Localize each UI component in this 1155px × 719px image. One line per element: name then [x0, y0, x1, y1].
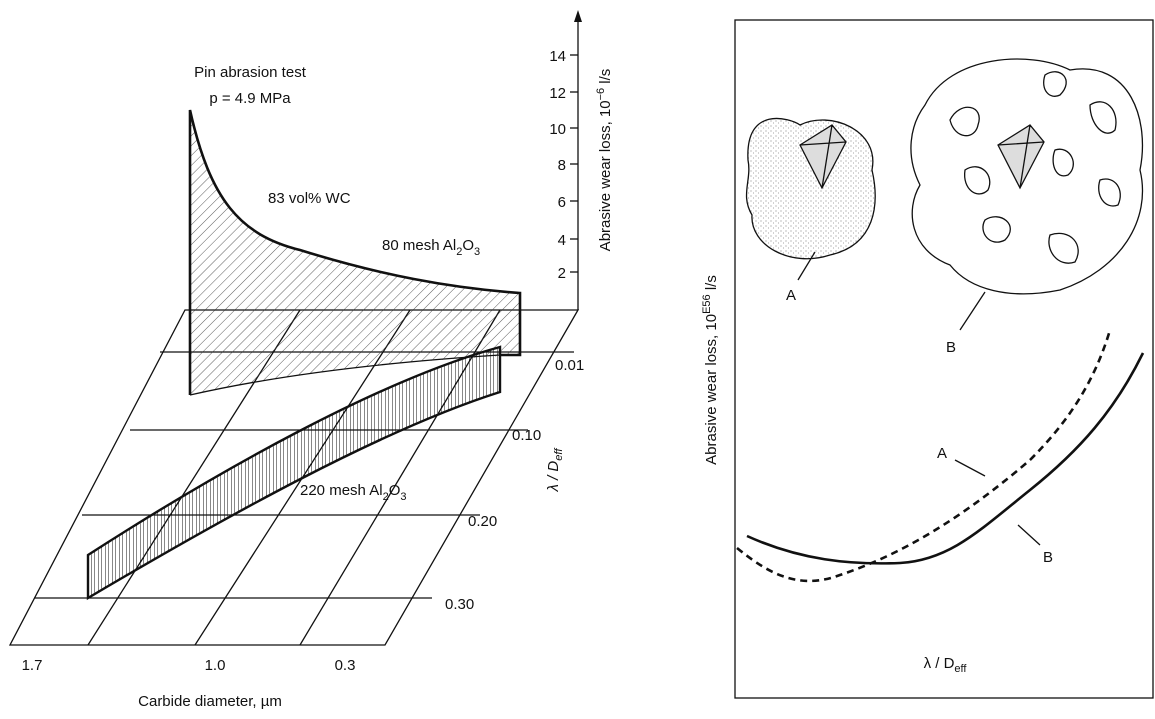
text: 220 mesh Al: [300, 482, 383, 499]
microstructure-a: [745, 117, 876, 260]
superscript: E56: [701, 294, 713, 314]
tick-label: 10: [549, 121, 566, 138]
label: B: [1043, 549, 1053, 566]
leader: [1017, 524, 1041, 546]
indenter: [799, 124, 847, 190]
leader: [959, 291, 986, 331]
coarse-abrasive-outline: [188, 109, 522, 395]
text: l/s: [703, 275, 720, 294]
annotation: 80 mesh Al2O3: [382, 237, 480, 258]
axis-label: Abrasive wear loss, 10E56 l/s: [701, 275, 720, 465]
label: A: [786, 287, 796, 304]
annotation: 83 vol% WC: [268, 190, 351, 207]
axis-label: λ / Deff: [924, 655, 968, 675]
curve-a: [736, 329, 1112, 583]
axis-label: Carbide diameter, µm: [138, 693, 282, 710]
curve-b: [746, 352, 1145, 565]
tick-label: 0.20: [468, 513, 497, 530]
superscript: −6: [595, 88, 607, 101]
subscript: 2: [456, 246, 462, 258]
axis-label: Abrasive wear loss, 10−6 l/s: [595, 69, 614, 252]
text: O: [462, 237, 474, 254]
text: λ / D: [924, 655, 955, 672]
text: O: [389, 482, 401, 499]
tick-label: 0.01: [555, 357, 584, 374]
indenter: [997, 124, 1045, 190]
carbide-particles: [949, 71, 1121, 264]
plot-frame: [734, 19, 1154, 699]
tick-label: 12: [549, 85, 566, 102]
text: Abrasive wear loss, 10: [597, 100, 614, 251]
tick-label: 1.0: [205, 657, 226, 674]
tick-label: 0.30: [445, 596, 474, 613]
tick-label: 0.3: [335, 657, 356, 674]
fine-abrasive-band: [86, 345, 502, 601]
subscript: eff: [954, 663, 967, 675]
subscript: 2: [383, 491, 389, 503]
subscript: 3: [474, 246, 480, 258]
text: 80 mesh Al: [382, 237, 456, 254]
label: A: [937, 445, 947, 462]
coarse-abrasive-surface: [190, 110, 520, 395]
vertical-axis: [570, 10, 582, 310]
annotation: p = 4.9 MPa: [209, 90, 291, 107]
subscript: eff: [553, 448, 565, 461]
label: B: [946, 339, 956, 356]
tick-label: 1.7: [22, 657, 43, 674]
axis-label: λ / Deff: [545, 448, 565, 493]
annotation: 220 mesh Al2O3: [300, 482, 406, 503]
leader: [797, 251, 816, 281]
tick-label: 8: [558, 157, 566, 174]
leader: [954, 459, 986, 477]
tick-label: 0.10: [512, 427, 541, 444]
tick-label: 2: [558, 265, 566, 282]
tick-label: 6: [558, 194, 566, 211]
tick-label: 4: [558, 232, 566, 249]
tick-label: 14: [549, 48, 566, 65]
text: λ / D: [545, 461, 562, 493]
annotation: Pin abrasion test: [194, 64, 307, 81]
subscript: 3: [400, 491, 406, 503]
text: l/s: [597, 69, 614, 88]
text: Abrasive wear loss, 10: [703, 314, 720, 465]
